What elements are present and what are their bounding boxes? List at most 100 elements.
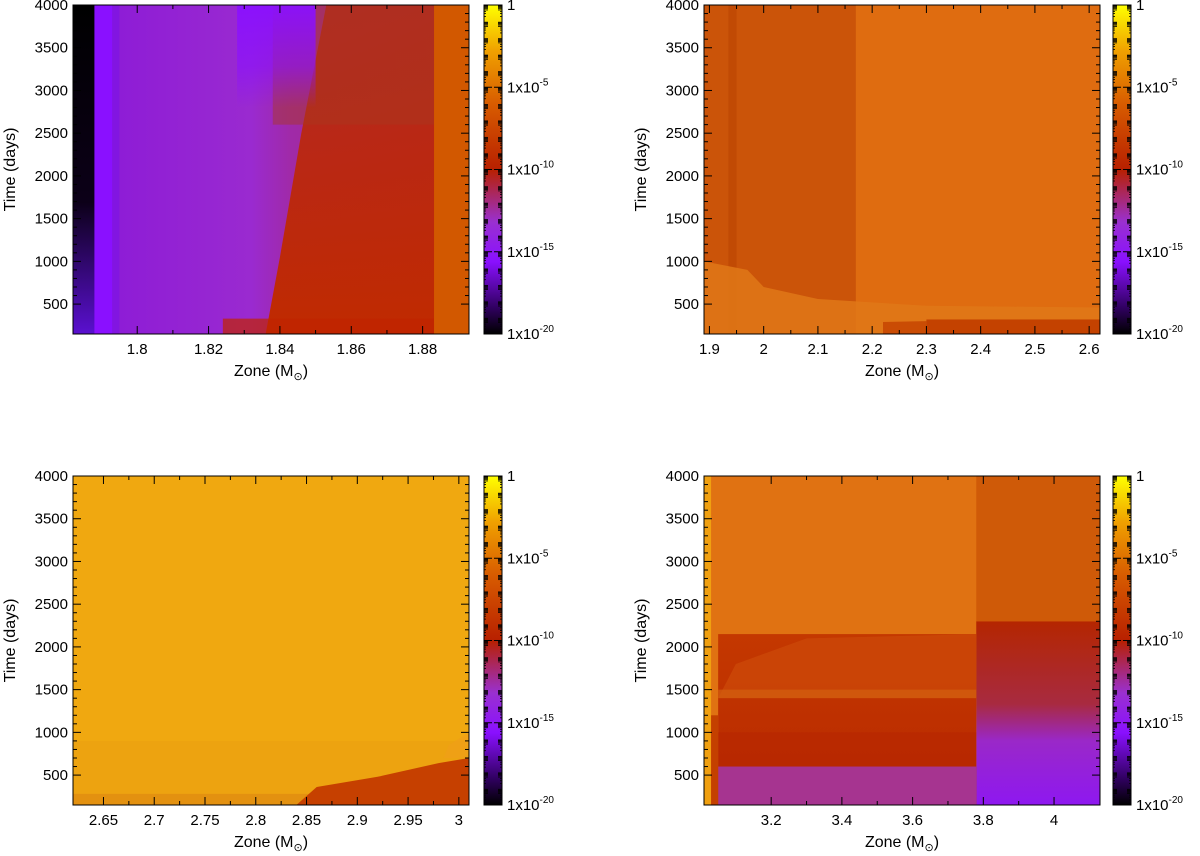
plot-frame	[72, 475, 470, 806]
y-tick-label: 2000	[35, 639, 68, 656]
colorbar-tick-label: 1	[1136, 0, 1144, 14]
colorbar-label-base: 1	[507, 0, 515, 14]
x-axis-label-suffix: )	[934, 363, 939, 380]
heatmap-region	[926, 319, 1100, 334]
y-axis-label: Time (days)	[633, 128, 650, 212]
x-tick-label: 3.8	[973, 812, 994, 829]
colorbar-label-base: 1x10	[1136, 162, 1169, 179]
colorbar-tick-label: 1x10-20	[507, 324, 554, 343]
heatmap-region	[112, 5, 120, 334]
y-tick-label: 500	[674, 767, 699, 784]
colorbar-label-base: 1x10	[507, 244, 540, 261]
y-tick-label: 1500	[35, 211, 68, 228]
x-axis-label-suffix: )	[303, 363, 308, 380]
y-tick-label: 4000	[35, 0, 68, 14]
colorbar-label-exponent: -15	[1169, 242, 1184, 253]
colorbar-label-base: 1x10	[507, 797, 540, 814]
plot-frame	[72, 4, 470, 335]
y-tick-label: 500	[43, 296, 68, 313]
heatmap	[73, 476, 469, 805]
x-axis-label-text: Zone (M	[865, 834, 925, 851]
y-tick-label: 2000	[666, 168, 699, 185]
y-tick-label: 2000	[666, 639, 699, 656]
heatmap-region	[704, 476, 712, 805]
colorbar-label-base: 1	[507, 468, 515, 485]
heatmap-region	[883, 321, 927, 334]
heatmap-region	[718, 634, 977, 699]
heatmap-region	[265, 5, 441, 334]
heatmap-region	[222, 318, 441, 334]
y-tick-label: 1500	[35, 682, 68, 699]
colorbar-tick-label: 1x10-10	[1136, 160, 1183, 179]
y-tick-label: 2000	[35, 168, 68, 185]
heatmap-region	[718, 732, 977, 767]
colorbar-tick-label: 1x10-20	[1136, 324, 1183, 343]
colorbar-tick-label: 1x10-15	[1136, 713, 1183, 732]
colorbar-tick-label: 1x10-5	[507, 548, 549, 567]
panel-top-right: 1.9 2 2.1 2.2 2.3 2.4 2.5 2.6 500 1000 1500 2000 250…	[633, 0, 1183, 383]
x-tick-label: 2	[759, 341, 767, 358]
x-tick-label: 3	[455, 812, 463, 829]
heatmap-region	[434, 5, 469, 334]
x-tick-label: 2.9	[347, 812, 368, 829]
colorbar-label-exponent: -15	[1169, 713, 1184, 724]
heatmap-region	[73, 793, 469, 805]
plot-frame	[703, 4, 1101, 335]
colorbar-label-exponent: -5	[1169, 77, 1178, 88]
colorbar-label-exponent: -20	[540, 324, 555, 335]
x-tick-label: 1.84	[265, 341, 294, 358]
panel-top-left: 1.8 1.82 1.84 1.86 1.88 500 1000 1500 2000 2500 30…	[2, 0, 554, 383]
heatmap-region	[976, 621, 1100, 805]
x-tick-label: 3.4	[831, 812, 852, 829]
heatmap-region	[443, 732, 469, 758]
x-tick-label: 2.1	[807, 341, 828, 358]
y-axis-label: Time (days)	[2, 599, 19, 683]
y-tick-label: 1000	[35, 253, 68, 270]
x-tick-label: 3.2	[761, 812, 782, 829]
heatmap	[704, 5, 1100, 334]
colorbar-tick-label: 1x10-15	[507, 242, 554, 261]
heatmap-region	[704, 261, 1100, 334]
colorbar-label-base: 1x10	[507, 326, 540, 343]
colorbar-label-exponent: -10	[540, 631, 555, 642]
x-tick-label: 2.3	[916, 341, 937, 358]
y-tick-label: 500	[43, 767, 68, 784]
x-tick-label: 2.75	[190, 812, 219, 829]
colorbar-label-exponent: -20	[1169, 324, 1184, 335]
colorbar-label-exponent: -10	[540, 160, 555, 171]
x-tick-label: 3.6	[902, 812, 923, 829]
colorbar-tick-label: 1x10-10	[507, 160, 554, 179]
heatmap-region	[296, 758, 469, 805]
colorbar-label-base: 1x10	[1136, 715, 1169, 732]
x-axis-label-suffix: )	[303, 834, 308, 851]
y-tick-label: 2500	[35, 596, 68, 613]
y-tick-label: 2500	[666, 125, 699, 142]
y-tick-label: 500	[674, 296, 699, 313]
x-axis-label: Zone (M⊙)	[234, 834, 308, 854]
x-tick-label: 2.7	[144, 812, 165, 829]
x-tick-label: 2.2	[862, 341, 883, 358]
x-tick-label: 2.5	[1024, 341, 1045, 358]
colorbar-label-exponent: -20	[1169, 795, 1184, 806]
y-tick-label: 3500	[666, 40, 699, 57]
y-tick-label: 1000	[666, 724, 699, 741]
heatmap-region	[718, 766, 977, 805]
plot-frame	[703, 475, 1101, 806]
y-tick-label: 1000	[35, 724, 68, 741]
colorbar-label-exponent: -10	[1169, 631, 1184, 642]
heatmap	[704, 476, 1100, 805]
colorbar-label-base: 1x10	[507, 633, 540, 650]
heatmap	[73, 5, 469, 334]
colorbar-tick-label: 1x10-10	[507, 631, 554, 650]
colorbar-tick-label: 1x10-15	[507, 713, 554, 732]
colorbar-label-exponent: -20	[540, 795, 555, 806]
x-tick-label: 2.95	[393, 812, 422, 829]
solar-symbol: ⊙	[925, 842, 934, 854]
heatmap-region	[718, 689, 977, 699]
colorbar-label-base: 1x10	[1136, 550, 1169, 567]
y-tick-label: 4000	[666, 468, 699, 485]
y-axis-label: Time (days)	[2, 128, 19, 212]
x-tick-label: 2.8	[245, 812, 266, 829]
